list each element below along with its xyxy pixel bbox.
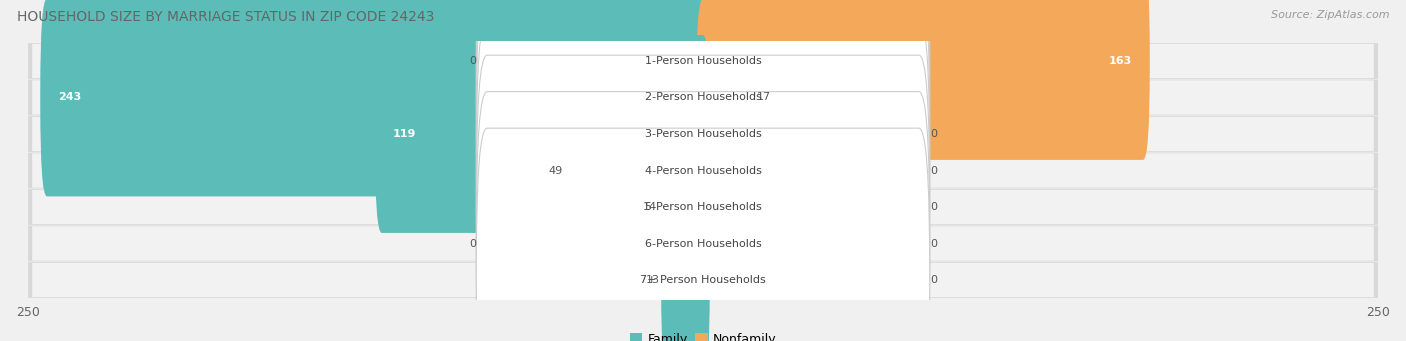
Text: 14: 14 (643, 202, 657, 212)
Text: 13: 13 (645, 275, 659, 285)
Text: 0: 0 (929, 165, 936, 176)
Text: 3-Person Households: 3-Person Households (644, 129, 762, 139)
FancyBboxPatch shape (696, 0, 1150, 160)
FancyBboxPatch shape (477, 55, 929, 341)
FancyBboxPatch shape (41, 0, 710, 196)
FancyBboxPatch shape (32, 190, 1374, 224)
Text: 7+ Person Households: 7+ Person Households (640, 275, 766, 285)
Text: 17: 17 (756, 92, 770, 103)
FancyBboxPatch shape (375, 35, 710, 233)
FancyBboxPatch shape (28, 43, 1378, 79)
Text: Source: ZipAtlas.com: Source: ZipAtlas.com (1271, 10, 1389, 20)
FancyBboxPatch shape (32, 117, 1374, 151)
Text: 2-Person Households: 2-Person Households (644, 92, 762, 103)
Text: 163: 163 (1109, 56, 1132, 66)
FancyBboxPatch shape (477, 128, 929, 341)
Text: 0: 0 (929, 202, 936, 212)
FancyBboxPatch shape (32, 263, 1374, 297)
Text: 6-Person Households: 6-Person Households (644, 238, 762, 249)
Text: 0: 0 (929, 275, 936, 285)
FancyBboxPatch shape (32, 226, 1374, 261)
Legend: Family, Nonfamily: Family, Nonfamily (624, 328, 782, 341)
FancyBboxPatch shape (477, 19, 929, 322)
FancyBboxPatch shape (477, 0, 929, 286)
Text: HOUSEHOLD SIZE BY MARRIAGE STATUS IN ZIP CODE 24243: HOUSEHOLD SIZE BY MARRIAGE STATUS IN ZIP… (17, 10, 434, 24)
FancyBboxPatch shape (32, 44, 1374, 78)
FancyBboxPatch shape (477, 0, 929, 249)
FancyBboxPatch shape (28, 79, 1378, 115)
FancyBboxPatch shape (477, 0, 929, 213)
FancyBboxPatch shape (658, 108, 710, 306)
FancyBboxPatch shape (564, 72, 710, 269)
Text: 49: 49 (548, 165, 562, 176)
Text: 0: 0 (470, 238, 477, 249)
Text: 5-Person Households: 5-Person Households (644, 202, 762, 212)
FancyBboxPatch shape (661, 181, 710, 341)
FancyBboxPatch shape (32, 80, 1374, 115)
FancyBboxPatch shape (696, 0, 755, 196)
Text: 0: 0 (929, 238, 936, 249)
FancyBboxPatch shape (32, 153, 1374, 188)
Text: 119: 119 (392, 129, 416, 139)
FancyBboxPatch shape (28, 153, 1378, 188)
FancyBboxPatch shape (28, 226, 1378, 262)
Text: 4-Person Households: 4-Person Households (644, 165, 762, 176)
Text: 1-Person Households: 1-Person Households (644, 56, 762, 66)
Text: 0: 0 (470, 56, 477, 66)
FancyBboxPatch shape (28, 116, 1378, 152)
Text: 0: 0 (929, 129, 936, 139)
FancyBboxPatch shape (28, 189, 1378, 225)
FancyBboxPatch shape (28, 262, 1378, 298)
FancyBboxPatch shape (477, 92, 929, 341)
Text: 243: 243 (58, 92, 82, 103)
